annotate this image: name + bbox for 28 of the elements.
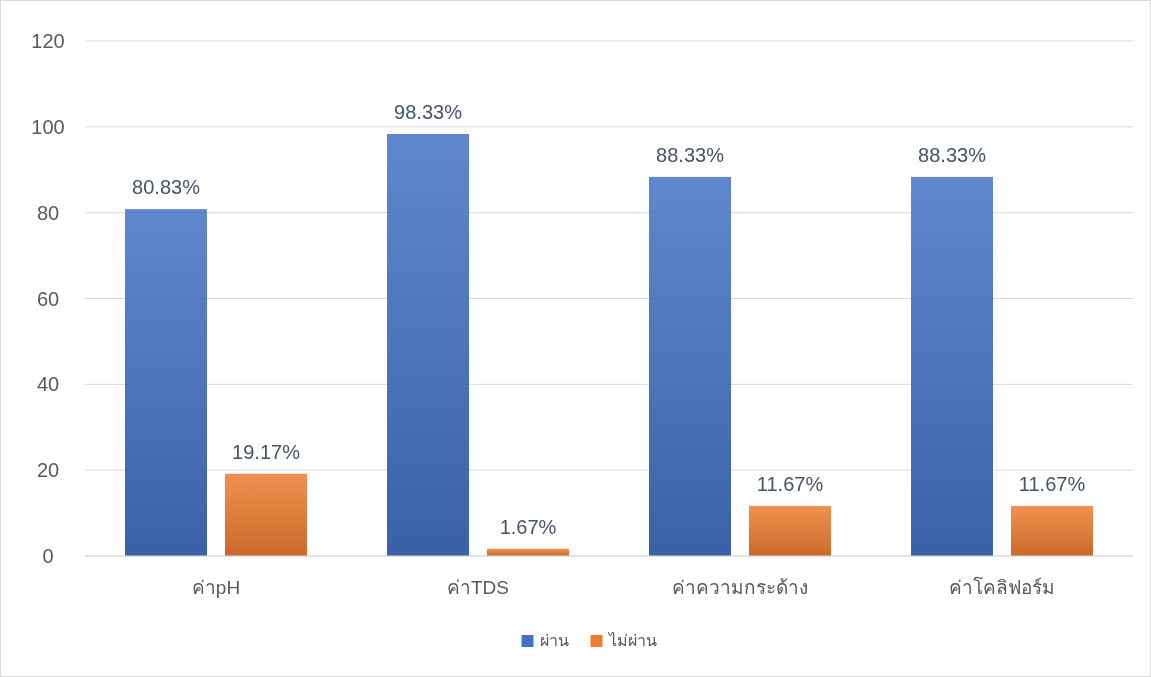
y-tick-label: 120 bbox=[31, 30, 65, 52]
data-label: 88.33% bbox=[656, 143, 725, 166]
bar bbox=[911, 176, 993, 556]
y-tick-label: 60 bbox=[36, 287, 60, 310]
data-label: 11.67% bbox=[756, 472, 824, 495]
y-tick-label: 20 bbox=[36, 459, 60, 482]
bar bbox=[649, 176, 731, 556]
data-label: 11.67% bbox=[1018, 472, 1086, 495]
y-tick-label: 40 bbox=[36, 373, 60, 396]
y-tick-label: 100 bbox=[31, 115, 65, 138]
bar bbox=[1011, 505, 1093, 556]
data-label: 80.83% bbox=[132, 176, 201, 199]
bar bbox=[387, 134, 469, 556]
x-tick-label: ค่าpH bbox=[191, 577, 241, 598]
bar bbox=[225, 473, 307, 556]
y-tick-label: 0 bbox=[42, 545, 54, 567]
bar bbox=[125, 209, 207, 556]
legend-label: ไม่ผ่าน bbox=[606, 631, 657, 649]
data-label: 1.67% bbox=[499, 515, 557, 538]
y-tick-label: 80 bbox=[36, 201, 60, 224]
data-label: 88.33% bbox=[918, 143, 987, 166]
data-label: 98.33% bbox=[394, 101, 463, 123]
bar bbox=[749, 505, 831, 556]
x-tick-label: ค่าโคลิฟอร์ม bbox=[949, 576, 1055, 598]
legend-label: ผ่าน bbox=[539, 632, 569, 649]
x-tick-label: ค่าTDS bbox=[447, 577, 509, 598]
data-label: 19.17% bbox=[232, 440, 301, 463]
x-tick-label: ค่าความกระด้าง bbox=[672, 577, 808, 598]
